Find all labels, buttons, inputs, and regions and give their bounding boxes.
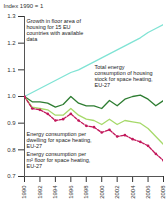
svg-text:2006: 2006: [145, 185, 151, 199]
svg-text:1.0: 1.0: [7, 93, 16, 99]
svg-text:1996: 1996: [68, 185, 74, 199]
svg-text:Total energyconsumption of hou: Total energyconsumption of housingstock …: [95, 64, 154, 88]
svg-text:1994: 1994: [52, 185, 58, 199]
svg-text:2000: 2000: [99, 185, 105, 199]
svg-text:0.9: 0.9: [7, 120, 16, 126]
svg-text:0.7: 0.7: [7, 173, 16, 179]
svg-text:1.1: 1.1: [7, 67, 16, 73]
svg-text:1.3: 1.3: [7, 13, 16, 19]
svg-text:2008: 2008: [160, 185, 166, 199]
svg-text:0.8: 0.8: [7, 147, 16, 153]
svg-text:Growth in floor area ofhousing: Growth in floor area ofhousing for 15 EU…: [27, 18, 84, 42]
svg-text:Index 1990 = 1: Index 1990 = 1: [4, 3, 45, 9]
svg-text:1992: 1992: [37, 185, 43, 199]
svg-text:1990: 1990: [21, 185, 27, 199]
svg-text:Energy consumption perm² floor: Energy consumption perm² floor for space…: [27, 151, 91, 169]
svg-text:1998: 1998: [83, 185, 89, 199]
svg-text:2002: 2002: [114, 185, 120, 199]
svg-text:Energy consumption perdwelling: Energy consumption perdwelling for space…: [27, 131, 93, 149]
svg-text:2004: 2004: [130, 185, 136, 199]
svg-text:1.2: 1.2: [7, 40, 16, 46]
